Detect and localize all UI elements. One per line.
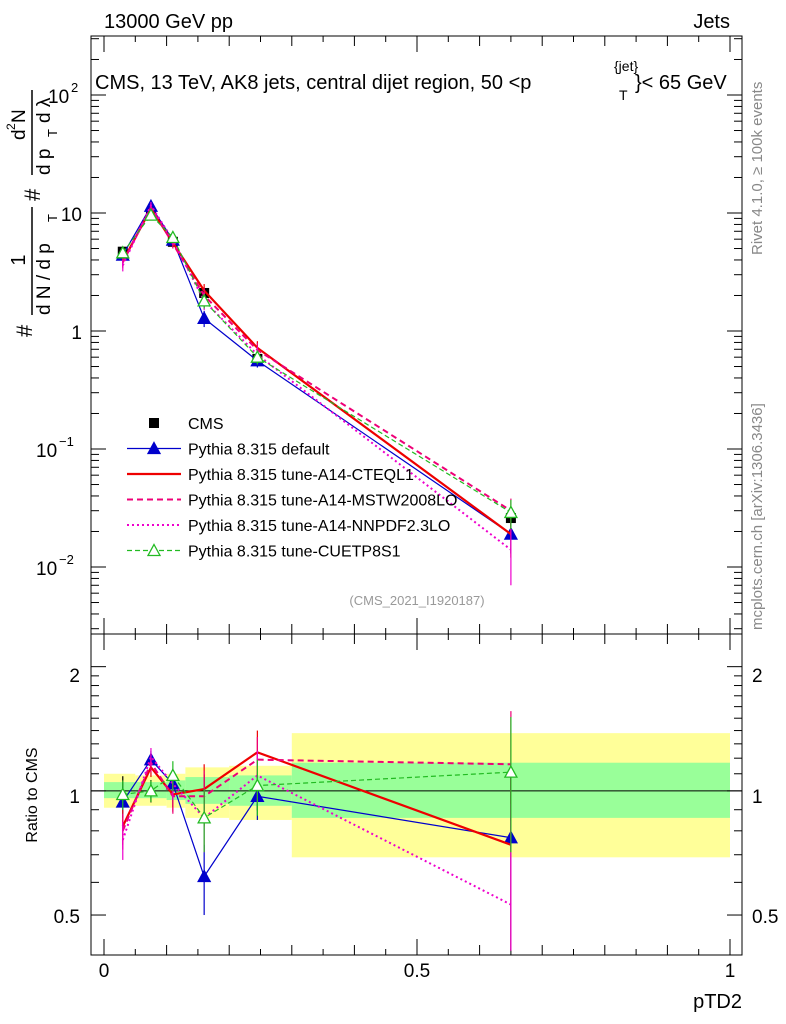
ytick-1e2-base: 10: [48, 87, 69, 108]
main-point-5-2: [165, 230, 180, 244]
main-point-5-4: [250, 349, 265, 363]
ratio-point-4-1: [143, 783, 159, 797]
rivet-side-text: Rivet 4.1.0, ≥ 100k events: [749, 82, 766, 255]
legend-entry-1: Pythia 8.315 default: [127, 441, 330, 459]
ratio-ytick-2-left: 2: [69, 666, 80, 687]
ytick-10: 10: [61, 205, 82, 226]
ylabel-hash2: #: [20, 188, 45, 201]
legend-label-2: Pythia 8.315 tune-A14-CTEQL1: [188, 467, 414, 484]
ratio-ytick-05-right: 0.5: [752, 907, 778, 928]
ratio-bands: [104, 733, 730, 858]
ratio-series-4: [115, 717, 518, 853]
ylabel-N: N: [9, 109, 30, 123]
ylabel-sq: 2: [4, 123, 18, 130]
ytick-1: 1: [71, 323, 82, 344]
ylabel-T1: T: [45, 214, 60, 222]
main-ytick-labels: 10 −2 10 −1 1 10 10 2: [36, 80, 82, 580]
legend-label-0: CMS: [188, 416, 224, 433]
legend-entry-3: Pythia 8.315 tune-A14-MSTW2008LO: [127, 493, 457, 510]
ratio-line-4: [122, 771, 511, 819]
legend-marker-1: [146, 441, 162, 455]
main-point-5-5: [503, 505, 518, 519]
legend-marker-5: [146, 543, 162, 557]
ratio-ytick-05-left: 0.5: [54, 907, 80, 928]
legend-entry-0: CMS: [149, 416, 224, 433]
ratio-ylabel: Ratio to CMS: [24, 747, 41, 842]
mcplots-side-text: mcplots.cern.ch [arXiv:1306.3436]: [749, 403, 766, 630]
legend-entry-4: Pythia 8.315 tune-A14-NNPDF2.3LO: [127, 518, 450, 535]
header-right: Jets: [693, 11, 730, 33]
ylabel-T2: T: [45, 129, 60, 137]
main-title: CMS, 13 TeV, AK8 jets, central dijet reg…: [95, 58, 727, 103]
ratio-series-layer: [115, 711, 518, 951]
legend-label-5: Pythia 8.315 tune-CUETP8S1: [188, 544, 401, 561]
ratio-point-4-2: [165, 768, 180, 782]
legend-label-3: Pythia 8.315 tune-A14-MSTW2008LO: [188, 493, 457, 510]
ratio-ytick-2-right: 2: [752, 666, 763, 687]
legend: CMS Pythia 8.315 default Pythia 8.315 tune…: [127, 416, 457, 561]
ratio-point-4-0: [115, 787, 130, 801]
legend-label-4: Pythia 8.315 tune-A14-NNPDF2.3LO: [188, 518, 450, 535]
ratio-point-4-4: [250, 778, 265, 792]
main-series-5: [115, 207, 518, 529]
xtick-1: 1: [725, 961, 736, 982]
ratio-ytick-labels: 0.5 1 2 0.5 1 2: [54, 666, 779, 928]
ratio-line-2: [121, 758, 511, 832]
ytick-1e-1-exp: −1: [59, 434, 74, 449]
legend-label-1: Pythia 8.315 default: [188, 442, 330, 459]
ratio-point-0-3: [197, 869, 212, 883]
axis-ticks: [91, 36, 742, 956]
header-left: 13000 GeV pp: [104, 11, 233, 33]
main-point-1-3: [197, 310, 212, 324]
title-main: CMS, 13 TeV, AK8 jets, central dijet reg…: [95, 72, 531, 94]
title-end: }< 65 GeV: [635, 72, 727, 94]
ylabel-d2: d: [9, 129, 30, 140]
ratio-line-3: [121, 754, 512, 906]
ratio-point-4-3: [197, 810, 212, 824]
title-sub: T: [619, 87, 628, 103]
analysis-watermark: (CMS_2021_I1920187): [349, 593, 484, 608]
main-point-5-0: [115, 245, 130, 259]
xtick-0: 0: [99, 961, 110, 982]
legend-entry-5: Pythia 8.315 tune-CUETP8S1: [127, 543, 401, 561]
main-ylabel: # 1 d N / d p T # d 2 N d p T d λ: [4, 90, 60, 337]
legend-marker-cms: [149, 418, 159, 428]
ytick-1e2-exp: 2: [71, 80, 78, 95]
main-point-5-1: [143, 207, 159, 221]
xtick-05: 0.5: [404, 961, 430, 982]
ratio-point-4-5: [503, 764, 518, 778]
main-series-layer: [115, 198, 518, 586]
ylabel-one: 1: [8, 254, 30, 265]
ylabel-dp: d p: [34, 149, 55, 175]
ylabel-hash1: #: [12, 324, 37, 337]
ytick-1e-2-exp: −2: [59, 552, 74, 567]
ylabel-dN: d N / d p: [34, 243, 55, 315]
xtick-labels: 0 0.5 1: [99, 961, 736, 982]
ratio-ytick-1-left: 1: [69, 787, 80, 808]
legend-entry-2: Pythia 8.315 tune-A14-CTEQL1: [127, 467, 414, 484]
ytick-1e-2-base: 10: [36, 559, 57, 580]
main-line-3: [121, 205, 512, 512]
main-line-5: [122, 214, 512, 513]
title-sup: {jet}: [614, 58, 638, 74]
ratio-line-0: [122, 758, 511, 878]
ratio-line-1: [121, 751, 512, 846]
main-point-5-3: [197, 293, 212, 307]
x-axis-label: pTD2: [693, 991, 742, 1013]
ratio-ytick-1-right: 1: [752, 787, 763, 808]
ylabel-dlambda: d λ: [34, 97, 55, 123]
ytick-1e-1-base: 10: [36, 441, 57, 462]
